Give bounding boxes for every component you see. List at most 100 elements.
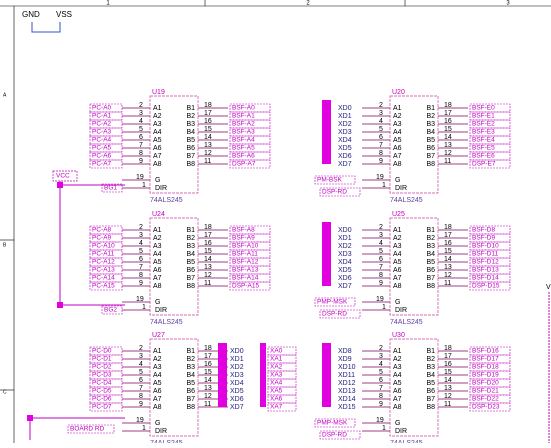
pin-number: 15 [204, 248, 212, 255]
net-label: BSF-A10 [232, 243, 259, 250]
net-box [101, 305, 123, 315]
pin-number: 6 [379, 256, 383, 263]
pin-number: 17 [444, 353, 452, 360]
pin-name: G [395, 420, 400, 427]
pin-name: A4 [393, 372, 402, 379]
net-label: BSF-D13 [472, 267, 499, 274]
chip-body [149, 338, 199, 437]
pin-name: DIR [155, 185, 167, 192]
net-label: XA5 [270, 388, 283, 395]
pin-name: A3 [153, 364, 162, 371]
pin-name: A8 [153, 161, 162, 168]
bus-net: XD5 [338, 145, 352, 152]
pin-number: 13 [204, 142, 212, 149]
pin-number: 1 [142, 182, 146, 189]
pin-number: 14 [444, 377, 452, 384]
pin-name: A6 [153, 145, 162, 152]
bus-net: XD14 [338, 396, 356, 403]
net-label: PC-A12 [92, 259, 115, 266]
pin-number: 2 [139, 224, 143, 231]
pin-number: 18 [444, 345, 452, 352]
pin-number: 5 [379, 126, 383, 133]
pin-number: 7 [139, 385, 143, 392]
pin-number: 8 [139, 272, 143, 279]
pin-number: 14 [444, 256, 452, 263]
net-label: XA6 [270, 396, 283, 403]
pin-number: 19 [376, 296, 384, 303]
net-label: BSF-A9 [232, 235, 255, 242]
net-label: PC-A3 [92, 129, 112, 136]
pin-number: 11 [204, 280, 211, 287]
net-label: XA1 [270, 356, 283, 363]
pin-number: 2 [379, 345, 383, 352]
net-label: PC-D3 [92, 372, 112, 379]
chip-ref: U20 [392, 89, 405, 96]
pin-number: 14 [204, 377, 212, 384]
net-box [319, 187, 361, 197]
net-label: DSP-RD [322, 432, 347, 439]
pin-name: A8 [393, 404, 402, 411]
pin-name: A7 [393, 275, 402, 282]
pin-name: B2 [186, 235, 195, 242]
net-label: PC-A8 [92, 227, 112, 234]
pin-name: B3 [186, 121, 195, 128]
chip-body [389, 95, 439, 194]
pin-number: 9 [139, 158, 143, 165]
pin-number: 3 [139, 353, 143, 360]
pin-number: 19 [136, 296, 144, 303]
pin-number: 3 [139, 110, 143, 117]
pin-name: A7 [393, 153, 402, 160]
pin-number: 18 [444, 224, 452, 231]
net-label: BSF-A13 [232, 267, 259, 274]
net-label: BSF-A8 [232, 227, 255, 234]
net-box [52, 170, 78, 182]
pin-number: 3 [379, 232, 383, 239]
net-box [229, 159, 271, 169]
pin-name: B7 [426, 153, 435, 160]
chip-ref: U30 [392, 332, 405, 339]
chip-part: 74ALS245 [390, 319, 423, 326]
pin-name: B6 [186, 388, 195, 395]
pin-number: 9 [379, 401, 383, 408]
pin-number: 18 [444, 102, 452, 109]
pin-name: B5 [186, 137, 195, 144]
pin-number: 7 [379, 142, 383, 149]
net-label: XA4 [270, 380, 283, 387]
net-label: BSF-A6 [232, 153, 255, 160]
pin-number: 16 [444, 361, 452, 368]
pin-number: 13 [444, 264, 452, 271]
pin-number: 4 [379, 118, 383, 125]
pin-number: 9 [379, 158, 383, 165]
net-label: BSF-A5 [232, 145, 255, 152]
net-label: BG1 [104, 185, 117, 192]
net-label: BSF-D22 [472, 396, 499, 403]
pin-number: 18 [204, 224, 212, 231]
net-label: BSF-E0 [472, 105, 495, 112]
net-label: PC-D4 [92, 380, 112, 387]
pin-name: A8 [153, 283, 162, 290]
net-label: PC-D0 [92, 348, 112, 355]
net-label: BSF-E4 [472, 137, 495, 144]
bus-net: XD9 [338, 356, 352, 363]
net-box [469, 159, 511, 169]
ruler-label: 2 [306, 1, 310, 7]
net-label: DSP-A15 [232, 283, 259, 290]
chip-ref: U25 [392, 211, 405, 218]
net-label: PMP-MSK [317, 420, 348, 427]
pin-name: A6 [393, 145, 402, 152]
pin-number: 2 [139, 345, 143, 352]
net-label: PC-A15 [92, 283, 115, 290]
pin-name: B8 [426, 283, 435, 290]
pin-name: A5 [393, 380, 402, 387]
net-box [89, 159, 123, 169]
net-label: PC-A4 [92, 137, 112, 144]
vss-label: VSS [56, 10, 72, 19]
pin-name: B6 [426, 145, 435, 152]
pin-number: 7 [379, 385, 383, 392]
pin-number: 9 [379, 280, 383, 287]
pin-name: DIR [395, 307, 407, 314]
pin-name: A6 [153, 388, 162, 395]
pin-number: 2 [379, 224, 383, 231]
